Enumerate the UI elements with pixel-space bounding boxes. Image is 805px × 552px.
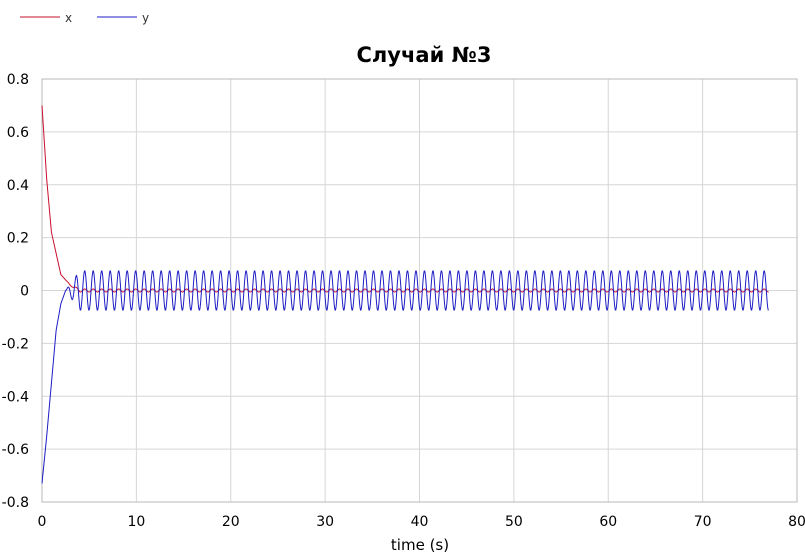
series-layer [41, 105, 769, 484]
x-tick-label: 70 [694, 514, 712, 530]
y-tick-label: 0.8 [7, 72, 29, 88]
x-tick-label: 10 [127, 514, 145, 530]
y-tick-label: -0.8 [2, 495, 29, 511]
y-tick-label: 0.2 [7, 231, 29, 247]
y-tick-label: -0.4 [2, 389, 29, 405]
y-tick-label: 0 [20, 284, 29, 300]
x-tick-label: 80 [788, 514, 805, 530]
y-tick-label: -0.6 [2, 442, 29, 458]
legend-label-y: y [142, 11, 149, 25]
y-tick-label: 0.6 [7, 125, 29, 141]
x-tick-label: 60 [599, 514, 617, 530]
x-tick-label: 20 [222, 514, 240, 530]
tick-labels: 0 10 20 30 40 50 60 70 80 0.8 0.6 0.4 0.2 0 -0.2 -0.4 -0… [2, 72, 805, 530]
x-tick-label: 50 [505, 514, 523, 530]
series-line-x [41, 105, 769, 293]
y-tick-label: 0.4 [7, 178, 29, 194]
x-axis-label: time (s) [391, 536, 449, 552]
y-tick-label: -0.2 [2, 336, 29, 352]
plot-frame [41, 78, 798, 503]
legend-label-x: x [65, 11, 72, 25]
x-tick-label: 40 [411, 514, 429, 530]
x-tick-label: 0 [38, 514, 47, 530]
x-tick-label: 30 [316, 514, 334, 530]
series-line-y [41, 270, 769, 484]
chart-title: Случай №3 [357, 43, 492, 67]
